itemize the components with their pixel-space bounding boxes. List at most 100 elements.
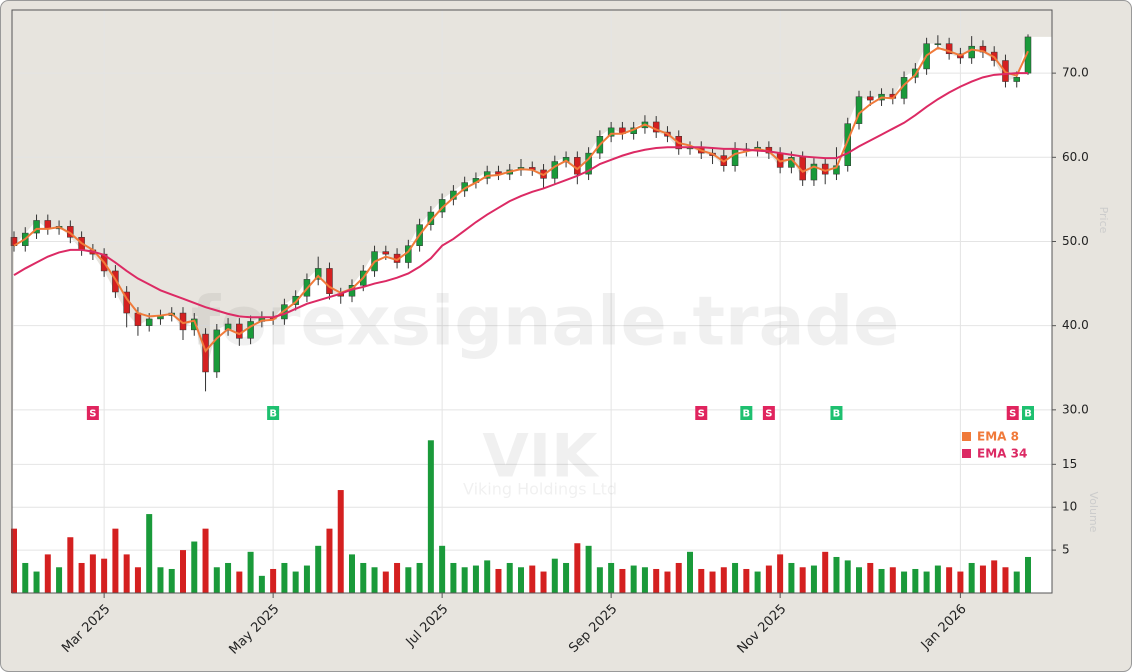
volume-bar <box>968 562 975 593</box>
volume-bar <box>867 562 874 593</box>
volume-bar <box>788 562 795 593</box>
price-area <box>12 36 1052 593</box>
volume-bar <box>213 567 220 593</box>
volume-bar <box>619 568 626 593</box>
volume-bar <box>394 562 401 593</box>
y-axis-label: Price <box>1097 207 1110 234</box>
volume-bar <box>112 528 119 593</box>
signal-label: S <box>1009 409 1016 420</box>
volume-bar <box>551 558 558 593</box>
volume-bar <box>765 565 772 593</box>
volume-bar <box>168 568 175 593</box>
volume-bar <box>822 551 829 593</box>
volume-bar <box>1002 567 1009 593</box>
volume-bar <box>44 554 51 593</box>
y-tick-label: 50.0 <box>1062 234 1089 248</box>
plot-frame <box>11 9 1053 594</box>
volume-bar <box>315 545 322 593</box>
volume-bar <box>856 567 862 593</box>
volume-bar <box>416 562 423 593</box>
candle-body <box>292 295 299 305</box>
volume-bar <box>641 567 648 593</box>
candle-body <box>326 268 333 294</box>
legend-swatch <box>962 432 971 441</box>
candle-body <box>33 220 40 234</box>
volume-tick-label: 10 <box>1062 500 1077 514</box>
volume-bar <box>67 537 74 593</box>
volume-bar <box>495 568 502 593</box>
volume-bar <box>946 567 953 593</box>
candle-body <box>867 96 874 101</box>
volume-bar <box>653 568 660 593</box>
signal-label: S <box>698 409 705 420</box>
volume-bar <box>326 528 333 593</box>
volume-bar <box>360 562 367 593</box>
signal-badge <box>86 406 99 420</box>
volume-bar <box>608 562 615 593</box>
signal-badge <box>830 406 843 420</box>
volume-bar <box>912 568 919 593</box>
volume-bar <box>123 554 130 593</box>
company-watermark: Viking Holdings Ltd <box>463 480 617 499</box>
volume-bar <box>270 568 277 593</box>
candle-body <box>314 268 322 280</box>
ema-line <box>13 72 1028 319</box>
volume-bar <box>439 545 446 593</box>
candle-body <box>112 270 119 293</box>
volume-bar <box>89 554 96 593</box>
volume-bar <box>675 562 682 593</box>
candle-body <box>574 157 581 175</box>
candle-body <box>236 323 243 339</box>
volume-bar <box>101 558 108 593</box>
volume-bar <box>630 565 637 593</box>
volume-bar <box>743 568 750 593</box>
candle-body <box>191 318 198 331</box>
volume-bar <box>844 560 851 593</box>
volume-bar <box>777 554 784 593</box>
volume-bar <box>563 562 570 593</box>
candle-body <box>844 123 851 166</box>
volume-bar <box>596 567 603 593</box>
volume-bar <box>585 545 592 593</box>
volume-bar <box>687 551 693 593</box>
volume-bar <box>191 541 198 593</box>
legend-label: EMA 8 <box>977 430 1019 444</box>
candle-body <box>810 163 818 181</box>
ticker-watermark: VIK <box>482 422 600 492</box>
volume-bar <box>540 571 547 593</box>
candle-body <box>945 43 953 55</box>
signal-label: B <box>1024 409 1032 420</box>
y-tick-label: 30.0 <box>1062 402 1089 416</box>
volume-bar <box>484 560 491 593</box>
volume-bar <box>732 562 739 593</box>
y-tick-label: 60.0 <box>1062 150 1089 164</box>
volume-bar <box>349 554 355 593</box>
volume-bar <box>574 543 581 593</box>
y-tick-label: 40.0 <box>1062 318 1089 332</box>
volume-bar <box>371 567 378 593</box>
volume-bar <box>180 550 186 593</box>
legend-label: EMA 34 <box>977 447 1027 461</box>
volume-bar <box>247 551 254 593</box>
signal-badge <box>267 406 280 420</box>
volume-bar <box>281 562 288 593</box>
volume-bar <box>529 565 536 593</box>
volume-bar <box>518 567 524 593</box>
volume-tick-label: 5 <box>1062 543 1070 557</box>
volume-bar <box>991 560 998 593</box>
candle-body <box>145 318 153 326</box>
signal-label: B <box>269 409 277 420</box>
volume-bar <box>303 565 310 593</box>
signal-badge <box>1006 406 1019 420</box>
volume-bar <box>134 567 141 593</box>
volume-bar <box>878 568 885 593</box>
signal-badge <box>762 406 775 420</box>
candle-body <box>247 321 254 339</box>
candle-body <box>1013 77 1020 82</box>
volume-bar <box>33 571 40 593</box>
volume-bar <box>258 575 265 593</box>
candle-body <box>213 329 221 373</box>
volume-bar <box>11 528 17 593</box>
volume-axis-label: Volume <box>1087 492 1100 533</box>
